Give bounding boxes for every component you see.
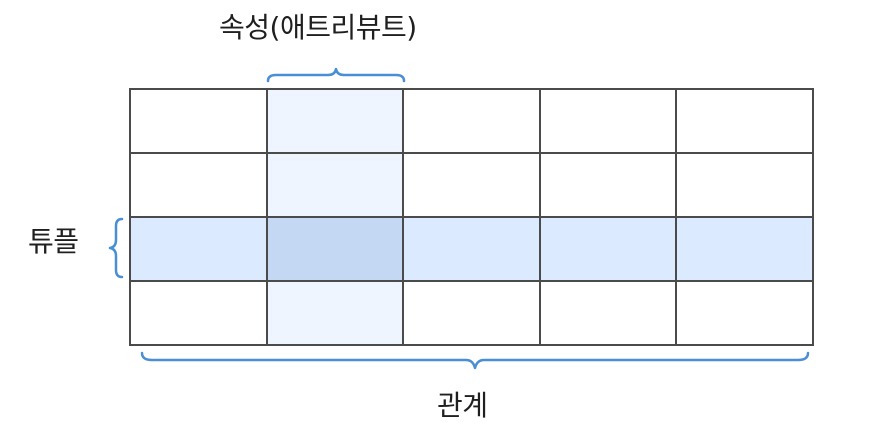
table-row (129, 152, 814, 218)
table-cell (265, 88, 405, 154)
table-cell (265, 280, 405, 346)
table-cell (675, 280, 814, 346)
table-cell (129, 88, 268, 154)
table-cell (675, 152, 814, 218)
attribute-label: 속성(애트리뷰트) (219, 11, 417, 44)
relation-table (129, 88, 814, 346)
table-cell (538, 88, 678, 154)
table-cell (129, 152, 268, 218)
tuple-brace-icon (108, 217, 124, 279)
table-row (129, 88, 814, 154)
table-cell (538, 152, 678, 218)
relation-label: 관계 (437, 389, 488, 422)
table-cell (402, 88, 541, 154)
table-cell (129, 216, 268, 282)
attribute-brace-icon (266, 67, 406, 83)
table-cell (402, 280, 541, 346)
tuple-label: 튜플 (28, 225, 79, 258)
table-cell (538, 280, 678, 346)
tuple-row (129, 216, 814, 282)
table-cell (265, 152, 405, 218)
table-row (129, 280, 814, 346)
table-cell (675, 88, 814, 154)
table-cell (129, 280, 268, 346)
table-cell (538, 216, 678, 282)
table-cell (675, 216, 814, 282)
relation-brace-icon (140, 351, 810, 370)
table-cell (265, 216, 405, 282)
table-cell (402, 216, 541, 282)
table-cell (402, 152, 541, 218)
